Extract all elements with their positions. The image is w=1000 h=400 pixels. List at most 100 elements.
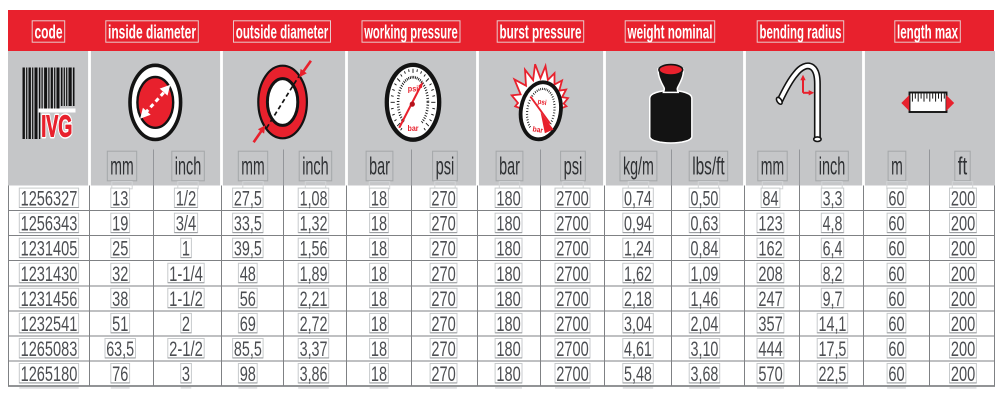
svg-text:63,5: 63,5 xyxy=(106,337,134,361)
svg-text:IVG: IVG xyxy=(41,109,72,144)
svg-text:18: 18 xyxy=(371,287,387,311)
svg-text:200: 200 xyxy=(951,262,975,286)
svg-text:1231430: 1231430 xyxy=(21,262,78,286)
svg-text:60: 60 xyxy=(888,337,904,361)
svg-text:270: 270 xyxy=(431,337,455,361)
svg-text:22,5: 22,5 xyxy=(819,362,847,386)
svg-text:1265083: 1265083 xyxy=(21,337,78,361)
svg-text:19: 19 xyxy=(112,212,128,236)
svg-text:outside diameter: outside diameter xyxy=(236,22,329,43)
svg-text:1-1/4: 1-1/4 xyxy=(169,262,203,286)
svg-text:32: 32 xyxy=(112,262,128,286)
svg-text:180: 180 xyxy=(496,212,520,236)
svg-text:180: 180 xyxy=(496,337,520,361)
svg-text:27,5: 27,5 xyxy=(234,187,262,211)
svg-text:270: 270 xyxy=(431,312,455,336)
svg-text:2-1/2: 2-1/2 xyxy=(169,337,203,361)
svg-text:17,5: 17,5 xyxy=(819,337,847,361)
svg-text:18: 18 xyxy=(371,312,387,336)
svg-text:1232541: 1232541 xyxy=(21,312,78,336)
svg-text:3,3: 3,3 xyxy=(823,187,843,211)
svg-text:bending radius: bending radius xyxy=(760,22,842,43)
svg-text:200: 200 xyxy=(951,337,975,361)
svg-text:2700: 2700 xyxy=(556,262,588,286)
svg-text:2700: 2700 xyxy=(556,212,588,236)
svg-text:38: 38 xyxy=(112,287,128,311)
svg-text:psi: psi xyxy=(408,85,419,94)
svg-text:444: 444 xyxy=(758,337,782,361)
svg-text:2,04: 2,04 xyxy=(691,312,719,336)
svg-text:bar: bar xyxy=(408,124,420,133)
svg-text:5,48: 5,48 xyxy=(624,362,652,386)
svg-text:270: 270 xyxy=(431,187,455,211)
svg-text:3,04: 3,04 xyxy=(624,312,652,336)
svg-text:working pressure: working pressure xyxy=(364,22,458,43)
svg-text:2,18: 2,18 xyxy=(624,287,652,311)
svg-text:0,50: 0,50 xyxy=(691,187,719,211)
svg-text:13: 13 xyxy=(112,187,128,211)
svg-text:270: 270 xyxy=(431,362,455,386)
svg-text:1256327: 1256327 xyxy=(21,187,78,211)
svg-text:180: 180 xyxy=(496,287,520,311)
svg-text:3,37: 3,37 xyxy=(300,337,328,361)
svg-text:1: 1 xyxy=(182,237,190,261)
svg-text:weight nominal: weight nominal xyxy=(627,22,713,43)
svg-text:56: 56 xyxy=(240,287,256,311)
svg-text:180: 180 xyxy=(496,362,520,386)
svg-text:4,8: 4,8 xyxy=(823,212,843,236)
svg-text:2700: 2700 xyxy=(556,362,588,386)
svg-text:200: 200 xyxy=(951,187,975,211)
svg-text:69: 69 xyxy=(240,312,256,336)
svg-text:2,72: 2,72 xyxy=(300,312,328,336)
svg-text:247: 247 xyxy=(758,287,782,311)
svg-text:85,5: 85,5 xyxy=(234,337,262,361)
svg-text:burst pressure: burst pressure xyxy=(500,22,582,43)
svg-text:180: 180 xyxy=(496,262,520,286)
svg-text:1265180: 1265180 xyxy=(21,362,78,386)
svg-text:2700: 2700 xyxy=(556,337,588,361)
svg-text:1/2: 1/2 xyxy=(176,187,197,211)
svg-text:60: 60 xyxy=(888,187,904,211)
svg-text:60: 60 xyxy=(888,237,904,261)
svg-text:2,21: 2,21 xyxy=(300,287,328,311)
svg-text:39,5: 39,5 xyxy=(234,237,262,261)
svg-text:25: 25 xyxy=(112,237,128,261)
svg-text:14,1: 14,1 xyxy=(819,312,847,336)
svg-text:0,94: 0,94 xyxy=(624,212,652,236)
svg-text:inch: inch xyxy=(302,153,329,181)
svg-text:bar: bar xyxy=(499,153,520,181)
svg-text:inch: inch xyxy=(819,153,846,181)
svg-text:180: 180 xyxy=(496,187,520,211)
svg-text:3: 3 xyxy=(182,362,190,386)
svg-text:8,2: 8,2 xyxy=(823,262,843,286)
svg-text:3,86: 3,86 xyxy=(300,362,328,386)
svg-text:1,09: 1,09 xyxy=(691,262,719,286)
svg-text:3/4: 3/4 xyxy=(176,212,197,236)
svg-text:18: 18 xyxy=(371,187,387,211)
svg-text:psi: psi xyxy=(564,153,583,181)
svg-text:1256343: 1256343 xyxy=(21,212,78,236)
svg-text:mm: mm xyxy=(110,153,133,181)
svg-text:1,08: 1,08 xyxy=(300,187,328,211)
svg-text:length max: length max xyxy=(897,22,958,43)
svg-text:33,5: 33,5 xyxy=(234,212,262,236)
svg-text:psi: psi xyxy=(436,153,455,181)
svg-text:0,84: 0,84 xyxy=(691,237,719,261)
svg-text:18: 18 xyxy=(371,212,387,236)
svg-text:inside diameter: inside diameter xyxy=(108,22,196,43)
svg-text:4,61: 4,61 xyxy=(624,337,652,361)
svg-text:200: 200 xyxy=(951,362,975,386)
svg-text:ft: ft xyxy=(958,153,967,181)
svg-text:bar: bar xyxy=(532,124,544,135)
svg-text:lbs/ft: lbs/ft xyxy=(692,153,725,181)
svg-text:208: 208 xyxy=(758,262,782,286)
svg-text:270: 270 xyxy=(431,212,455,236)
svg-text:18: 18 xyxy=(371,362,387,386)
svg-text:psi: psi xyxy=(537,97,547,107)
svg-text:180: 180 xyxy=(496,237,520,261)
svg-text:9,7: 9,7 xyxy=(823,287,843,311)
svg-text:2: 2 xyxy=(182,312,190,336)
svg-text:200: 200 xyxy=(951,237,975,261)
svg-text:51: 51 xyxy=(112,312,128,336)
svg-text:1-1/2: 1-1/2 xyxy=(169,287,203,311)
